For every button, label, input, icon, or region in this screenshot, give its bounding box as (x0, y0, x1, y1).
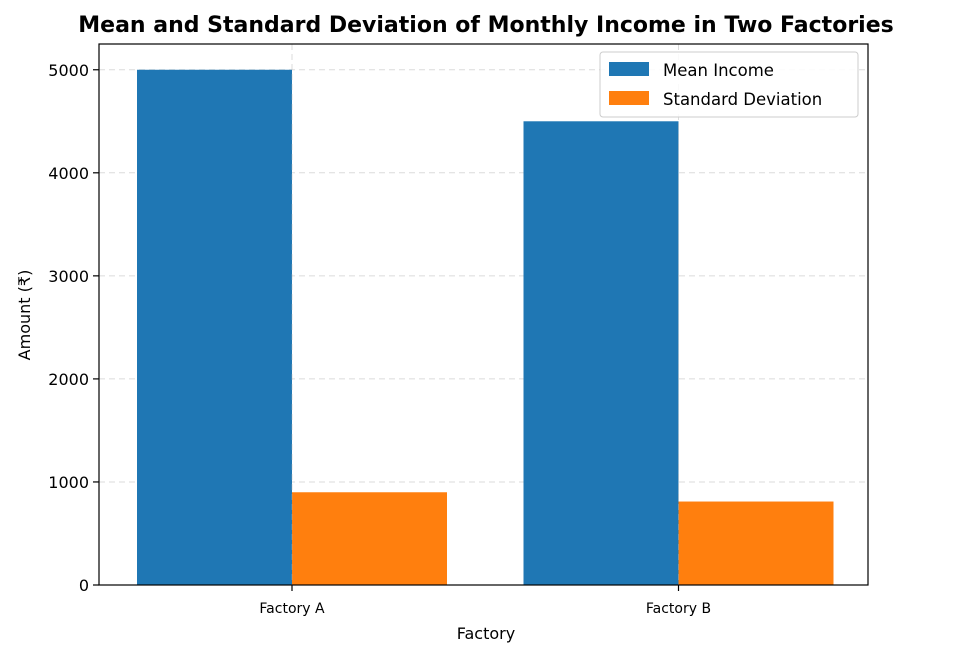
y-tick-label: 5000 (48, 61, 89, 80)
bar-mean-income-2 (523, 121, 679, 586)
x-tick-label: Factory A (259, 601, 325, 617)
legend-swatch-mean-income (609, 62, 649, 76)
legend-box (599, 51, 859, 118)
x-axis-label: Factory (457, 624, 515, 643)
chart-title: Mean and Standard Deviation of Monthly I… (78, 13, 893, 38)
y-tick-label: 0 (79, 576, 89, 595)
y-tick-label: 3000 (48, 267, 89, 286)
x-axis-ticks: Factory A Factory B (259, 585, 711, 617)
y-tick-label: 2000 (48, 370, 89, 389)
y-axis-label: Amount (₹) (15, 270, 34, 361)
y-axis-ticks: 0 1000 2000 3000 4000 5000 (48, 61, 99, 595)
plot-frame (98, 43, 869, 586)
legend-swatch-standard-deviation (609, 91, 649, 105)
legend: Mean Income Standard Deviation (599, 51, 859, 118)
legend-label-mean-income: Mean Income (663, 61, 774, 80)
legend-label-standard-deviation: Standard Deviation (663, 90, 822, 109)
y-tick-label: 1000 (48, 473, 89, 492)
bar-mean-income-1 (137, 69, 292, 585)
bars (137, 69, 834, 586)
bar-standard-deviation-2 (678, 501, 834, 585)
bar-standard-deviation-1 (292, 492, 447, 585)
y-tick-label: 4000 (48, 164, 89, 183)
x-tick-label: Factory B (646, 601, 711, 617)
